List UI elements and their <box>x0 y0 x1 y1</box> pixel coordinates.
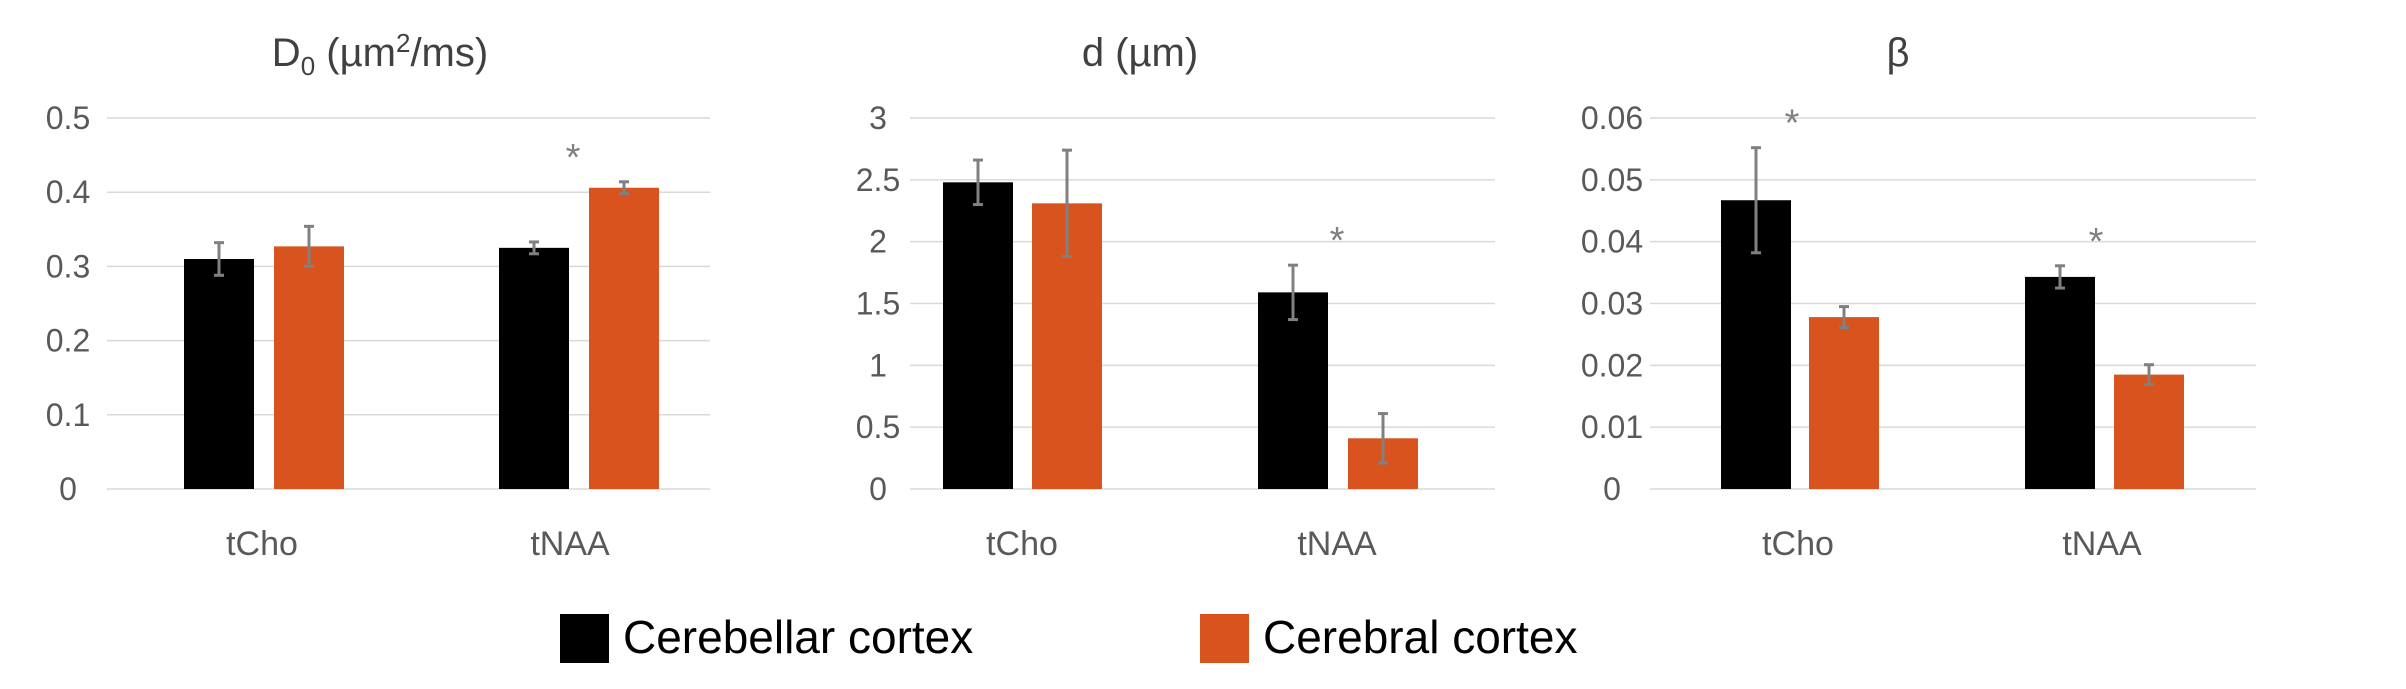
y-tick-label: 0.1 <box>46 397 90 433</box>
significance-marker: * <box>566 137 581 179</box>
legend: Cerebellar cortex Cerebral cortex <box>560 611 1577 663</box>
error-bar <box>2144 363 2154 387</box>
y-tick-label: 1.5 <box>856 286 900 322</box>
y-tick-label: 1 <box>869 347 887 383</box>
bar <box>1809 317 1879 489</box>
x-category-label: tNAA <box>530 525 610 563</box>
x-category-label: tNAA <box>2062 525 2142 563</box>
legend-swatch <box>560 614 609 663</box>
x-category-label: tCho <box>1762 525 1834 563</box>
error-bar <box>973 158 983 207</box>
bar <box>2025 276 2095 489</box>
error-bar <box>529 240 539 256</box>
chart-title: β <box>1886 31 1909 75</box>
chart-panel-2: β 0 0.01 0.02 0.03 0.04 0.05 0.06 * * tCho tNAA <box>1581 31 2256 563</box>
chart-panel-0: D0 (µm2/ms)00.10.20.30.40.5*tCho tNAA <box>46 28 710 563</box>
y-tick-label: 0.2 <box>46 323 90 359</box>
y-tick-label: 0.01 <box>1581 409 1643 445</box>
y-tick-label: 2 <box>869 224 887 260</box>
error-bar <box>1062 148 1072 259</box>
x-category-label: tCho <box>986 525 1058 563</box>
chart-title-main: D <box>272 31 301 75</box>
chart-title-subscript: 0 <box>301 51 315 81</box>
chart-title-main: d (µm) <box>1082 31 1198 75</box>
significance-marker: * <box>2089 221 2104 263</box>
error-bar <box>214 241 224 277</box>
y-tick-label: 0.04 <box>1581 224 1643 260</box>
error-bar <box>304 224 314 268</box>
chart-title: d (µm) <box>1082 31 1198 75</box>
y-tick-label: 0.5 <box>856 409 900 445</box>
bar <box>499 247 569 489</box>
y-tick-label: 0.3 <box>46 248 90 284</box>
y-tick-label: 3 <box>869 100 887 136</box>
y-tick-label: 0 <box>59 471 77 507</box>
chart-panel-1: d (µm) 0 0.5 1 1.5 2 2.5 3 * tCho tNAA <box>856 31 1495 563</box>
y-tick-label: 0.02 <box>1581 347 1643 383</box>
legend-label: Cerebellar cortex <box>623 611 973 663</box>
bar <box>943 182 1013 489</box>
bar <box>2114 374 2184 489</box>
error-bar <box>619 180 629 196</box>
error-bar <box>1378 412 1388 465</box>
bar <box>274 246 344 489</box>
legend-swatch <box>1200 614 1249 663</box>
error-bar <box>1288 263 1298 322</box>
significance-marker: * <box>1330 220 1345 262</box>
y-tick-label: 0.05 <box>1581 162 1643 198</box>
y-tick-label: 2.5 <box>856 162 900 198</box>
bar <box>1258 292 1328 489</box>
y-tick-label: 0.06 <box>1581 100 1643 136</box>
legend-label: Cerebral cortex <box>1263 611 1577 663</box>
y-tick-label: 0.5 <box>46 100 90 136</box>
x-category-label: tCho <box>226 525 298 563</box>
chart-title: D0 (µm2/ms) <box>272 28 488 81</box>
x-category-label: tNAA <box>1297 525 1377 563</box>
bar <box>184 258 254 489</box>
chart-title-tail: /ms) <box>410 31 488 75</box>
significance-marker: * <box>1785 103 1800 145</box>
bar <box>589 187 659 490</box>
y-tick-label: 0 <box>1603 471 1621 507</box>
chart-title-superscript: 2 <box>396 28 410 58</box>
y-tick-label: 0 <box>869 471 887 507</box>
error-bar <box>1751 146 1761 255</box>
y-tick-label: 0.03 <box>1581 286 1643 322</box>
chart-title-rest: (µm <box>315 31 396 75</box>
y-tick-label: 0.4 <box>46 174 90 210</box>
error-bar <box>2055 264 2065 290</box>
error-bar <box>1839 305 1849 330</box>
chart-title-main: β <box>1886 31 1909 75</box>
